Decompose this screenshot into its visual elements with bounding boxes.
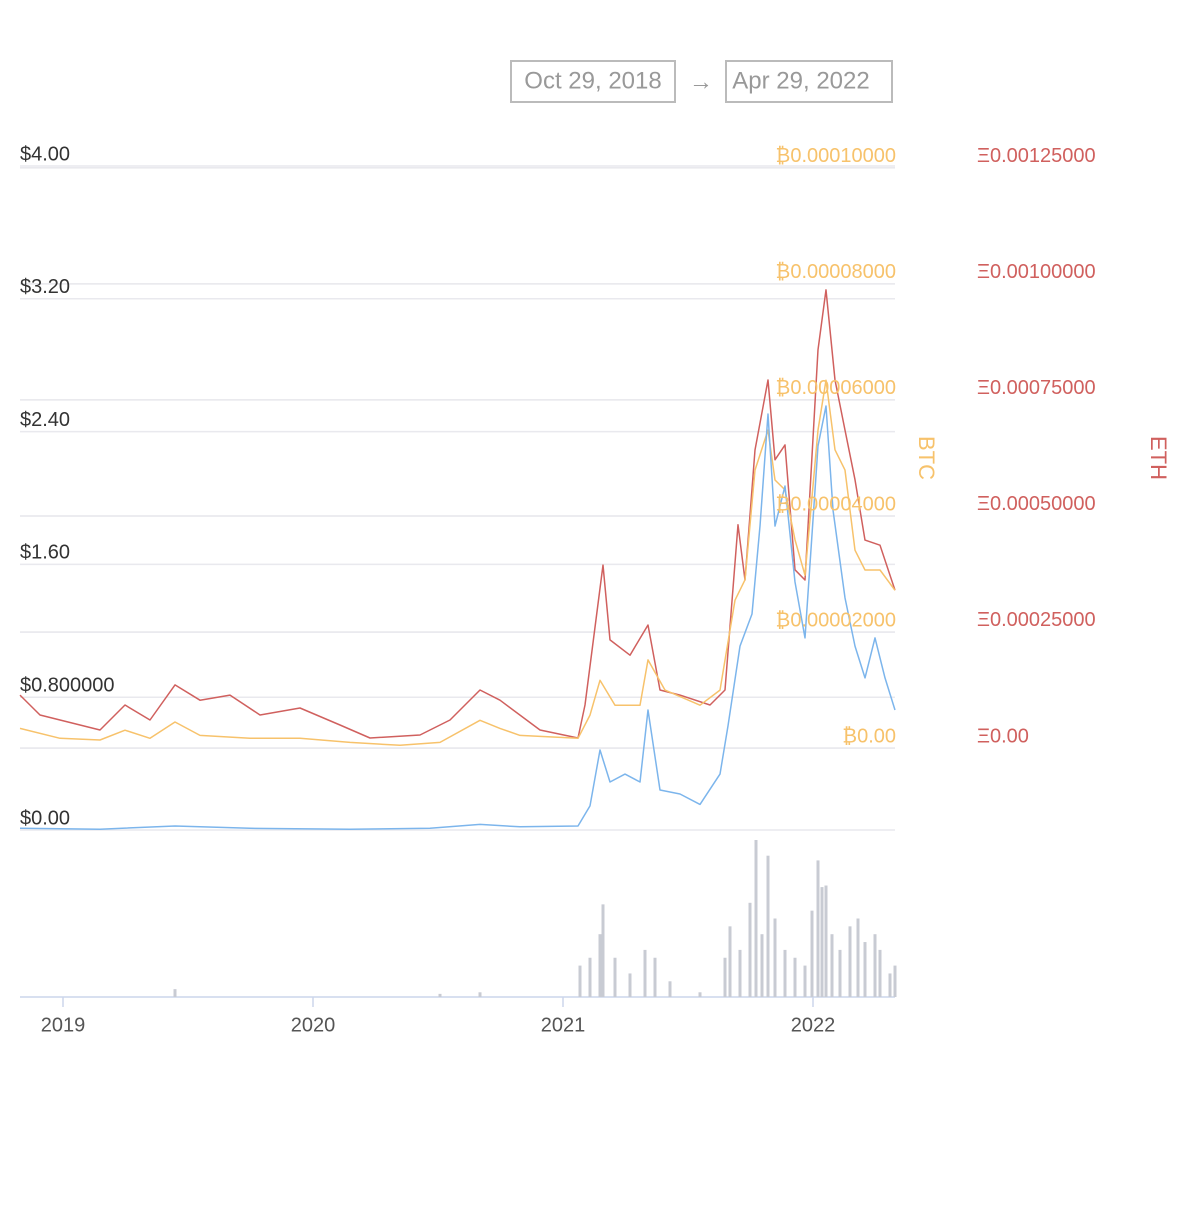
y-tick-label: ₿0.00004000 — [776, 493, 896, 515]
volume-bar — [754, 840, 758, 997]
volume-bar — [793, 957, 797, 997]
y-tick-label: $2.40 — [20, 409, 70, 431]
volume-bar — [888, 973, 892, 997]
volume-bar — [824, 885, 828, 997]
volume-bar — [760, 934, 764, 997]
y-tick-label: Ξ0.00125000 — [977, 145, 1096, 167]
y-tick-label: ₿0.00 — [842, 725, 896, 747]
volume-bar — [893, 965, 897, 997]
volume-bar — [863, 942, 867, 997]
y-tick-label: Ξ0.00075000 — [977, 377, 1096, 399]
y-tick-label: $0.00 — [20, 807, 70, 829]
date-from[interactable]: Oct 29, 2018 — [524, 67, 661, 94]
y-tick-label: $1.60 — [20, 542, 70, 564]
volume-bar — [643, 949, 647, 997]
y-tick-label: ₿0.00010000 — [776, 145, 896, 167]
price-line — [19, 379, 896, 747]
y2-axis-title: BTC — [914, 436, 939, 480]
volume-bar — [598, 934, 602, 997]
y-tick-label: $0.800000 — [20, 674, 115, 696]
x-tick-label: 2022 — [791, 1014, 836, 1036]
volume-bar — [856, 918, 860, 997]
date-to-box[interactable] — [725, 60, 893, 103]
volume-bar — [728, 926, 732, 997]
volume-bar — [838, 949, 842, 997]
volume-bar — [878, 949, 882, 997]
y-tick-label: Ξ0.00025000 — [977, 609, 1096, 631]
volume-bar — [848, 926, 852, 997]
x-tick-label: 2020 — [291, 1014, 336, 1036]
volume-bar — [816, 860, 820, 997]
volume-bar — [698, 992, 702, 997]
volume-bar — [766, 855, 770, 997]
volume-bar — [668, 981, 672, 997]
y-tick-label: ₿0.00008000 — [776, 261, 896, 283]
volume-bar — [613, 957, 617, 997]
volume-bar — [578, 965, 582, 997]
volume-bar — [588, 957, 592, 997]
volume-bar — [783, 949, 787, 997]
volume-bar — [738, 949, 742, 997]
x-tick-label: 2019 — [41, 1014, 86, 1036]
volume-bar — [653, 957, 657, 997]
y-tick-label: $4.00 — [20, 143, 70, 165]
x-tick-label: 2021 — [541, 1014, 586, 1036]
volume-bar — [830, 934, 834, 997]
volume-bar — [748, 902, 752, 997]
volume-bar — [628, 973, 632, 997]
volume-bar — [873, 934, 877, 997]
y-tick-label: Ξ0.00050000 — [977, 493, 1096, 515]
volume-bar — [601, 904, 605, 997]
volume-bar — [820, 887, 824, 997]
volume-bar — [438, 993, 442, 997]
volume-bar — [810, 910, 814, 997]
volume-bar — [173, 989, 177, 997]
volume-bar — [803, 965, 807, 997]
y-tick-label: $3.20 — [20, 276, 70, 298]
volume-bar — [773, 918, 777, 997]
price-line — [19, 405, 896, 830]
volume-bar — [478, 992, 482, 997]
y-tick-label: ₿0.00006000 — [776, 377, 896, 399]
volume-bar — [723, 957, 727, 997]
y-tick-label: Ξ0.00 — [977, 725, 1029, 747]
price-line — [19, 289, 896, 739]
date-from-box[interactable] — [510, 60, 676, 103]
date-to[interactable]: Apr 29, 2022 — [732, 67, 869, 94]
y3-axis-title: ETH — [1146, 436, 1171, 480]
y-tick-label: Ξ0.00100000 — [977, 261, 1096, 283]
date-arrow: → — [689, 68, 713, 95]
y-tick-label: ₿0.00002000 — [776, 609, 896, 631]
